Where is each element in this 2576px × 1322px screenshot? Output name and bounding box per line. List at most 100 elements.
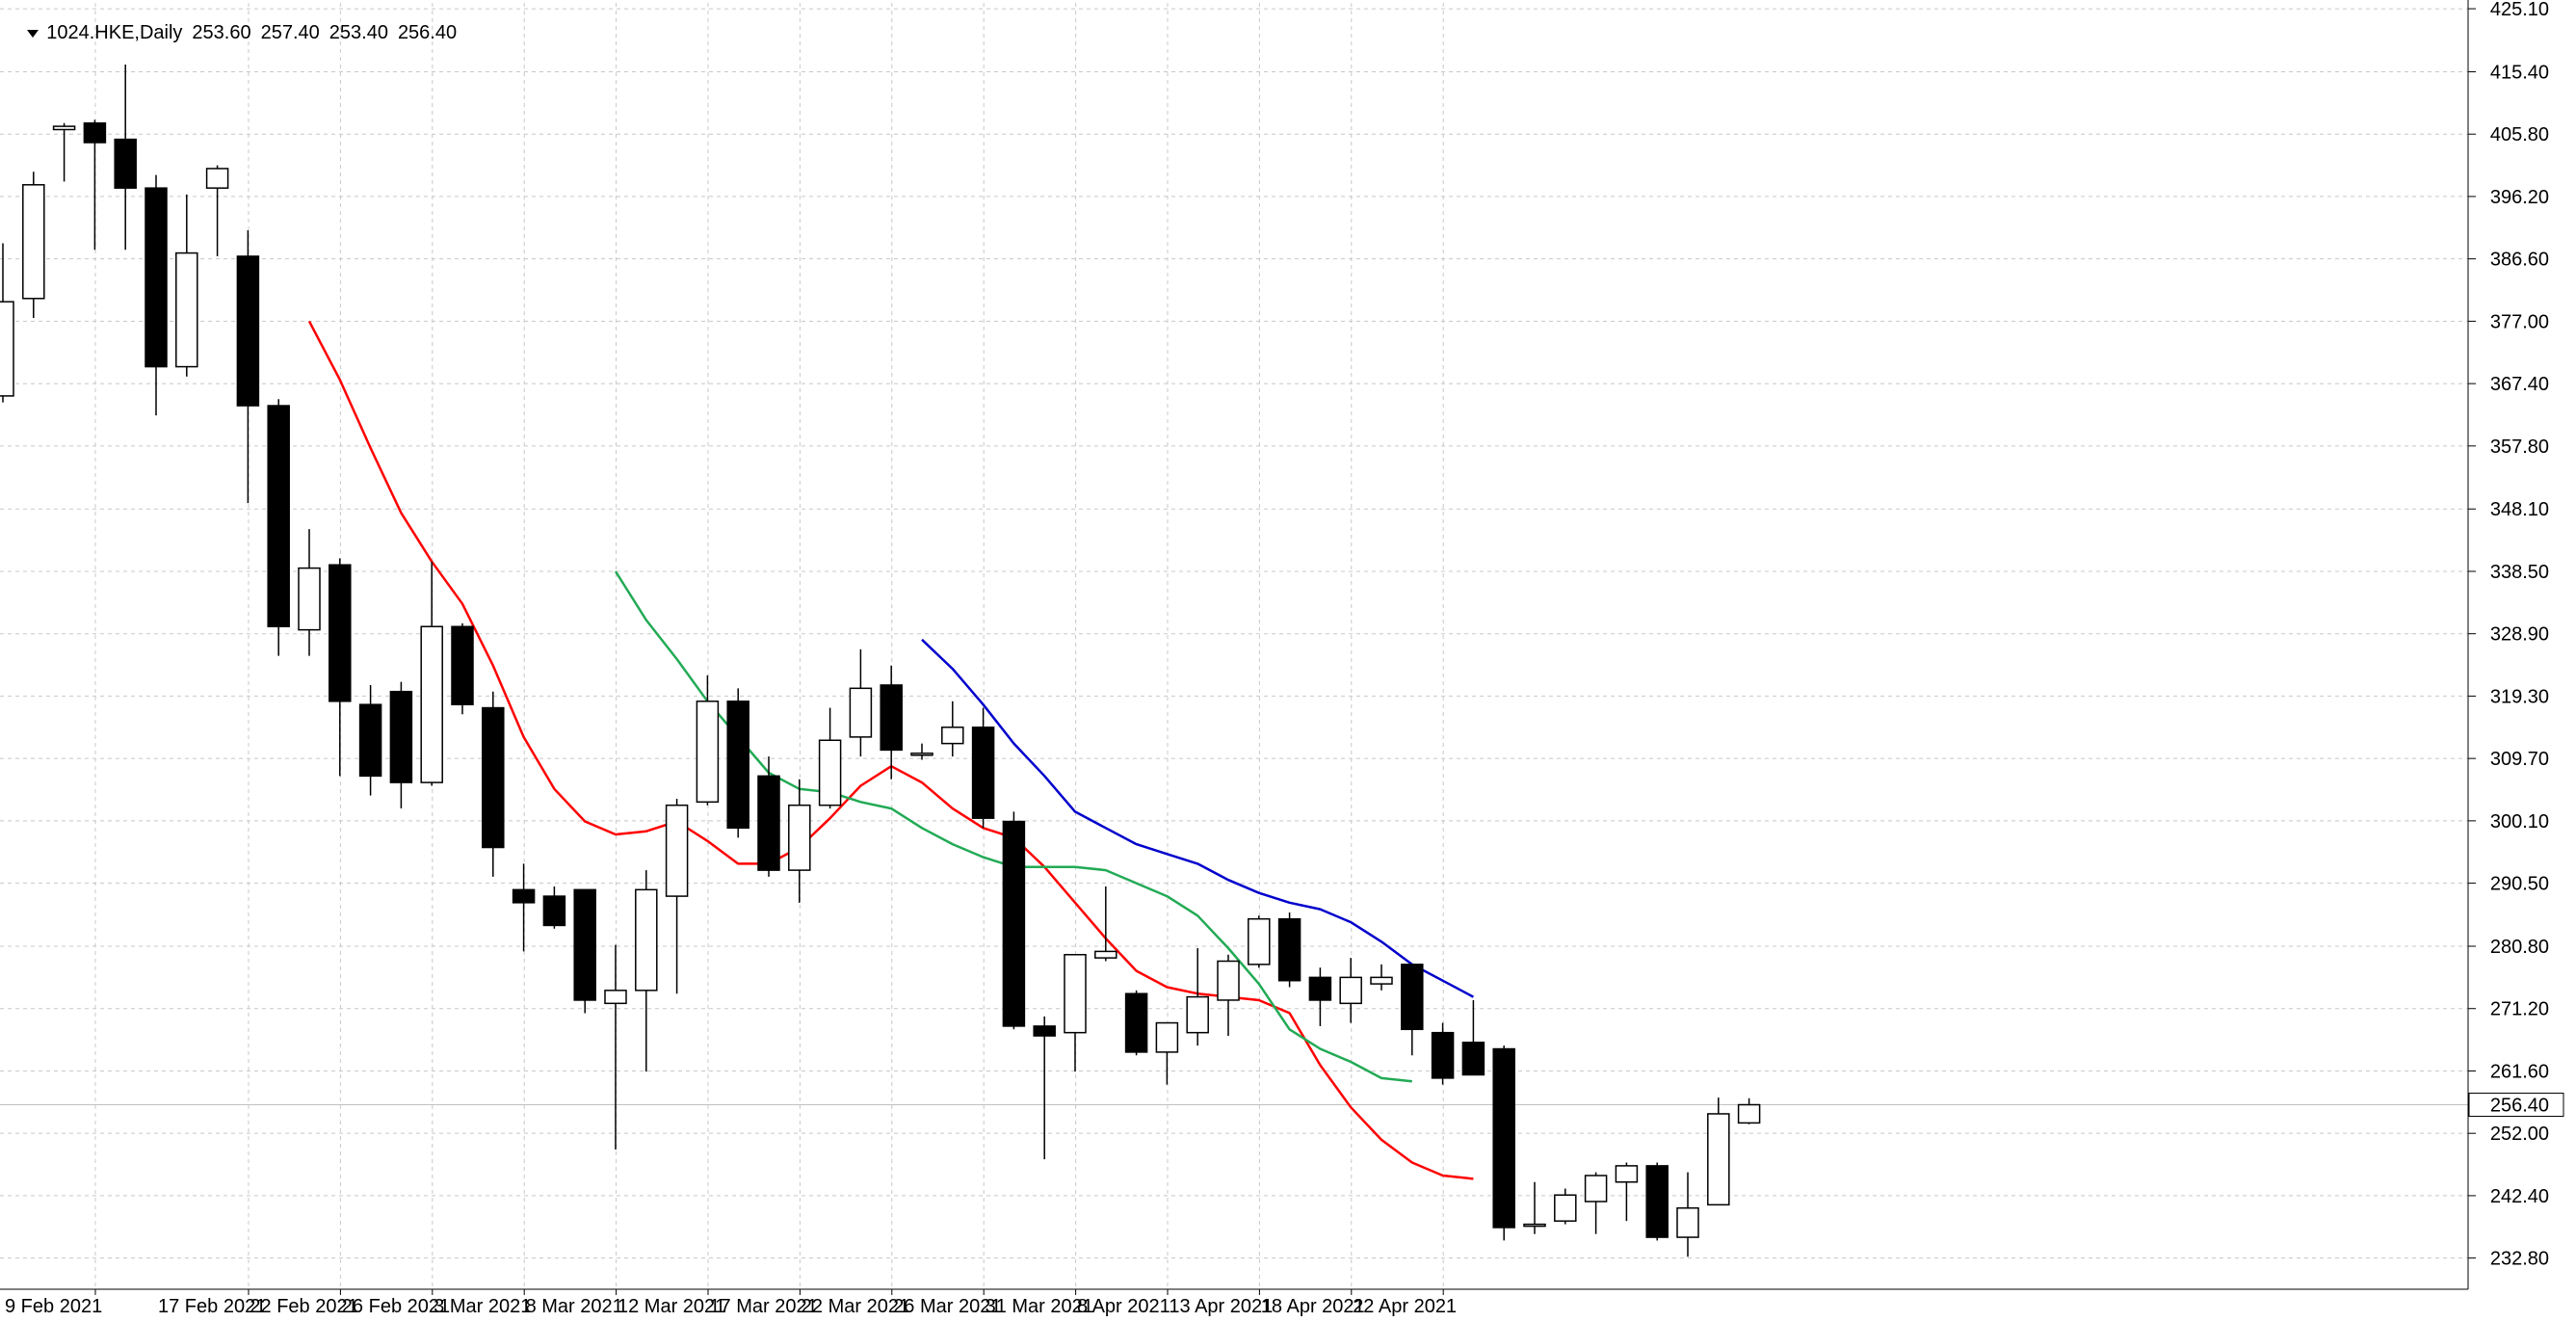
price-tick-label: 290.50 (2490, 874, 2549, 895)
price-tick-label: 300.10 (2490, 811, 2549, 833)
candle-body-bear (1002, 820, 1026, 1027)
candle-body-bear (83, 121, 107, 144)
date-tick-label: 12 Mar 2021 (618, 1296, 725, 1317)
low-value: 253.40 (329, 22, 388, 43)
candle-body-bull (0, 301, 14, 397)
candle (1186, 948, 1209, 1046)
candle (22, 172, 45, 319)
candle-body-bull (1676, 1206, 1699, 1238)
candle-body-bull (635, 888, 658, 992)
candle-body-bull (175, 251, 198, 368)
price-tick-label: 328.90 (2490, 624, 2549, 646)
candle-body-bear (482, 706, 505, 849)
price-tick-label: 319.30 (2490, 686, 2549, 707)
candle-body-bull (52, 125, 76, 131)
candle-body-bull (1523, 1223, 1546, 1228)
candle-body-bull (22, 184, 45, 300)
candle-body-bear (267, 405, 290, 628)
date-tick-label: 3 Mar 2021 (434, 1296, 531, 1317)
candle-body-bear (971, 727, 995, 819)
candle (1401, 964, 1424, 1056)
chart-header: 1024.HKE,Daily 253.60 257.40 253.40 256.40 (6, 0, 466, 66)
candle (971, 707, 995, 829)
candles (0, 65, 1761, 1257)
candle-body-bear (542, 895, 566, 927)
candle-body-bear (389, 690, 413, 783)
candle (236, 229, 260, 504)
candle (696, 674, 720, 806)
candle-body-bear (512, 888, 536, 904)
candle (1584, 1172, 1608, 1234)
candle-body-bear (329, 564, 352, 702)
date-tick-label: 26 Mar 2021 (893, 1296, 1001, 1317)
price-tick-label: 242.40 (2490, 1186, 2549, 1207)
candle (420, 561, 443, 786)
candle (1033, 1016, 1056, 1160)
candle (1554, 1188, 1577, 1225)
candle (1124, 990, 1148, 1056)
price-tick-label: 232.80 (2490, 1249, 2549, 1270)
candle (849, 648, 873, 757)
candle (910, 743, 933, 760)
candle-body-bull (1186, 995, 1209, 1034)
candle-body-bull (1248, 917, 1271, 965)
date-tick-label: 31 Mar 2021 (986, 1296, 1093, 1317)
candle-body-bull (910, 753, 933, 756)
candle-body-bull (604, 990, 627, 1005)
candle (1339, 958, 1362, 1023)
candle (1370, 964, 1393, 991)
candle (145, 174, 168, 416)
candle (1615, 1162, 1639, 1222)
grid (0, 3, 2468, 1289)
candle-body-bull (849, 687, 873, 738)
candle (83, 119, 107, 251)
price-tick-label: 386.60 (2490, 250, 2549, 271)
candle-body-bear (880, 684, 903, 752)
candle-body-bear (1033, 1025, 1056, 1037)
current-price-box (2468, 1093, 2564, 1118)
candle (0, 243, 14, 403)
candle (1002, 811, 1026, 1030)
price-tick-label: 367.40 (2490, 374, 2549, 395)
candle-body-bull (1339, 976, 1362, 1005)
candle (1676, 1172, 1699, 1257)
candle-body-bear (1308, 976, 1332, 1001)
candle (329, 558, 352, 777)
candle-body-bear (114, 138, 137, 189)
candle-body-bull (1615, 1165, 1639, 1183)
candle (1645, 1162, 1669, 1241)
candle-body-bear (236, 255, 260, 407)
candle (1094, 886, 1117, 962)
candle-body-bull (1737, 1103, 1761, 1124)
date-tick-label: 22 Feb 2021 (250, 1296, 357, 1317)
candle (1277, 912, 1301, 988)
candle-body-bear (1492, 1047, 1515, 1229)
candle (1064, 954, 1087, 1072)
candle-body-bull (1094, 950, 1117, 959)
price-tick-label: 357.80 (2490, 436, 2549, 458)
candle (604, 944, 627, 1150)
candle (451, 622, 474, 715)
price-tick-label: 338.50 (2490, 562, 2549, 583)
candle (1431, 1022, 1455, 1085)
candle (389, 681, 413, 809)
candle (1217, 954, 1240, 1037)
candle (726, 688, 749, 838)
candle-body-bull (420, 625, 443, 783)
dropdown-triangle-icon[interactable] (27, 29, 39, 38)
candle-body-bear (451, 625, 474, 705)
price-tick-label: 280.80 (2490, 937, 2549, 958)
price-tick-label: 396.20 (2490, 187, 2549, 208)
candle (205, 165, 229, 256)
candle-body-bull (298, 567, 321, 631)
candle-body-bull (1217, 960, 1240, 1001)
candle-body-bear (1461, 1042, 1485, 1076)
candle-body-bull (1584, 1175, 1608, 1203)
price-tick-label: 425.10 (2490, 0, 2549, 20)
date-tick-label: 8 Apr 2021 (1077, 1296, 1170, 1317)
candle (1461, 999, 1485, 1076)
candle-body-bull (1554, 1194, 1577, 1222)
candle (1492, 1045, 1515, 1241)
